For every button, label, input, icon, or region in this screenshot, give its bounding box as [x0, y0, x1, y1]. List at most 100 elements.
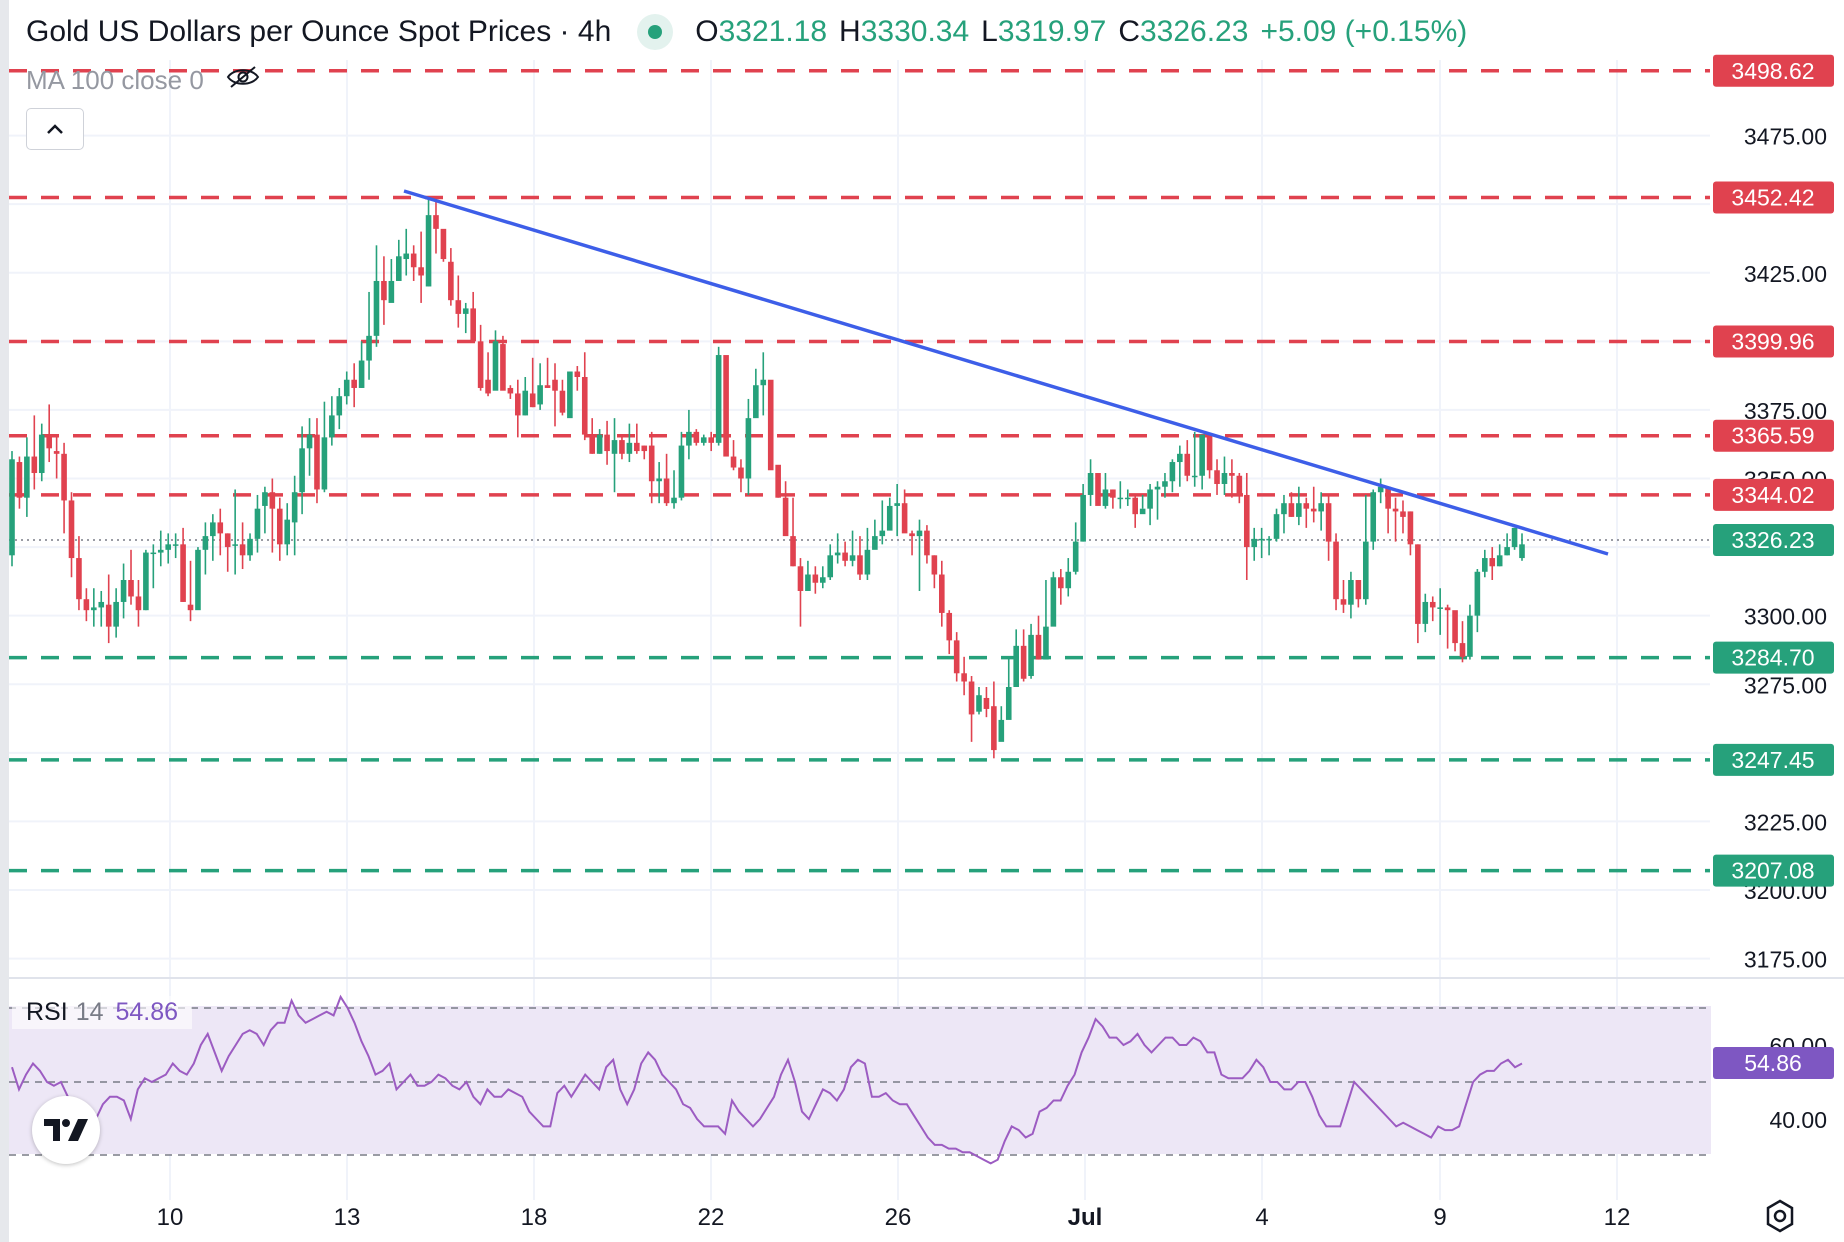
- candle-body: [611, 440, 618, 454]
- price-level-text: 3247.45: [1731, 747, 1814, 773]
- current-price-text: 3326.23: [1731, 527, 1814, 553]
- time-tick-label: 26: [885, 1204, 912, 1231]
- market-status-dot[interactable]: [637, 14, 674, 50]
- candle-body: [1318, 503, 1324, 512]
- price-tick-label: 3425.00: [1744, 261, 1827, 287]
- candle-body: [1162, 481, 1168, 487]
- candle-body: [492, 341, 499, 391]
- candle-body: [738, 467, 744, 479]
- candle-body: [157, 549, 164, 553]
- rsi-tick-label: 40.00: [1769, 1107, 1827, 1133]
- candle-body: [91, 607, 97, 611]
- candle-body: [269, 492, 276, 509]
- candle-body: [1229, 473, 1235, 476]
- candle-body: [53, 451, 60, 454]
- candle-body: [1236, 475, 1243, 495]
- candle-body: [1511, 527, 1518, 548]
- rsi-legend[interactable]: RSI 14 54.86: [12, 996, 193, 1029]
- candle-body: [38, 434, 45, 474]
- price-change: +5.09 (+0.15%): [1260, 15, 1468, 48]
- candle-body: [202, 536, 209, 550]
- candle-body: [1422, 601, 1429, 624]
- candle-body: [1095, 473, 1101, 506]
- candle-body: [931, 555, 938, 575]
- candle-body: [1489, 558, 1496, 567]
- candle-body: [68, 500, 75, 559]
- candle-body: [767, 379, 774, 471]
- candle-body: [879, 530, 886, 537]
- price-level-badge: [1713, 54, 1834, 87]
- candle-body: [1139, 508, 1146, 515]
- candle-body: [1340, 599, 1347, 605]
- candle-body: [1444, 607, 1451, 611]
- collapse-legend-button[interactable]: [26, 108, 84, 150]
- candle-body: [1303, 503, 1310, 509]
- candle-body: [507, 387, 514, 394]
- price-level-badge: [1713, 181, 1834, 214]
- candle-body: [83, 599, 90, 611]
- candle-body: [98, 601, 105, 608]
- candle-body: [1310, 508, 1317, 512]
- time-tick-label: 9: [1433, 1204, 1446, 1231]
- candle-body: [723, 355, 729, 457]
- low-key: L: [981, 15, 998, 48]
- candle-body: [552, 379, 558, 391]
- ohlc-open: O3321.18: [695, 15, 827, 49]
- price-tick-label: 3375.00: [1744, 398, 1827, 424]
- candle-body: [753, 385, 759, 419]
- candle-body: [886, 505, 893, 531]
- candle-body: [284, 519, 291, 545]
- candle-body: [1400, 511, 1406, 517]
- candle-body: [1258, 538, 1265, 541]
- candle-body: [1214, 470, 1220, 484]
- price-level-text: 3344.02: [1731, 482, 1814, 508]
- candle-body: [1191, 475, 1198, 478]
- rsi-period: 14: [75, 998, 104, 1026]
- candle-body: [1325, 503, 1332, 542]
- time-tick-label: 22: [698, 1204, 725, 1231]
- candle-body: [797, 566, 804, 591]
- candle-body: [232, 544, 238, 546]
- candle-body: [805, 574, 811, 591]
- candle-body: [864, 549, 871, 575]
- candle-body: [894, 503, 900, 506]
- candle-body: [1281, 503, 1287, 515]
- candle-body: [210, 522, 216, 537]
- time-axis-labels: 10 13 18 22 26 Jul 4 9 12: [157, 1204, 1631, 1231]
- candle-body: [462, 308, 469, 314]
- candle-body: [425, 215, 432, 287]
- candle-body: [916, 530, 923, 537]
- ohlc-low: L3319.97: [981, 15, 1106, 49]
- candle-body: [1177, 453, 1183, 463]
- eye-off-icon[interactable]: [226, 64, 260, 97]
- tradingview-logo-icon: [44, 1119, 88, 1141]
- price-tick-label: 3300.00: [1744, 604, 1827, 630]
- time-tick-label: 4: [1255, 1204, 1268, 1231]
- high-value: 3330.34: [860, 15, 970, 48]
- candle-body: [559, 390, 566, 413]
- time-tick-label: 18: [521, 1204, 548, 1231]
- candle-body: [782, 497, 789, 537]
- candle-body: [1415, 544, 1421, 624]
- candle-body: [1407, 511, 1414, 545]
- candle-body: [321, 437, 328, 490]
- current-price-label-bg: [1713, 524, 1834, 556]
- candle-body: [1043, 626, 1049, 660]
- rsi-value-text: 54.86: [1744, 1050, 1802, 1076]
- tradingview-logo[interactable]: [32, 1096, 100, 1164]
- symbol-title[interactable]: Gold US Dollars per Ounce Spot Prices · …: [26, 15, 612, 48]
- chevron-up-icon: [47, 124, 63, 134]
- settings-gear-icon[interactable]: [1762, 1198, 1798, 1234]
- candle-body: [381, 280, 387, 301]
- candle-body: [1005, 686, 1012, 720]
- candle-body: [366, 335, 372, 361]
- candle-body: [403, 253, 410, 260]
- candle-body: [61, 453, 67, 501]
- ma-indicator-legend[interactable]: MA 100 close 0: [26, 64, 260, 97]
- candle-body: [16, 462, 23, 498]
- candle-body: [581, 376, 588, 435]
- candle-body: [1013, 645, 1019, 687]
- close-key: C: [1118, 15, 1140, 48]
- time-tick-label: Jul: [1068, 1204, 1103, 1231]
